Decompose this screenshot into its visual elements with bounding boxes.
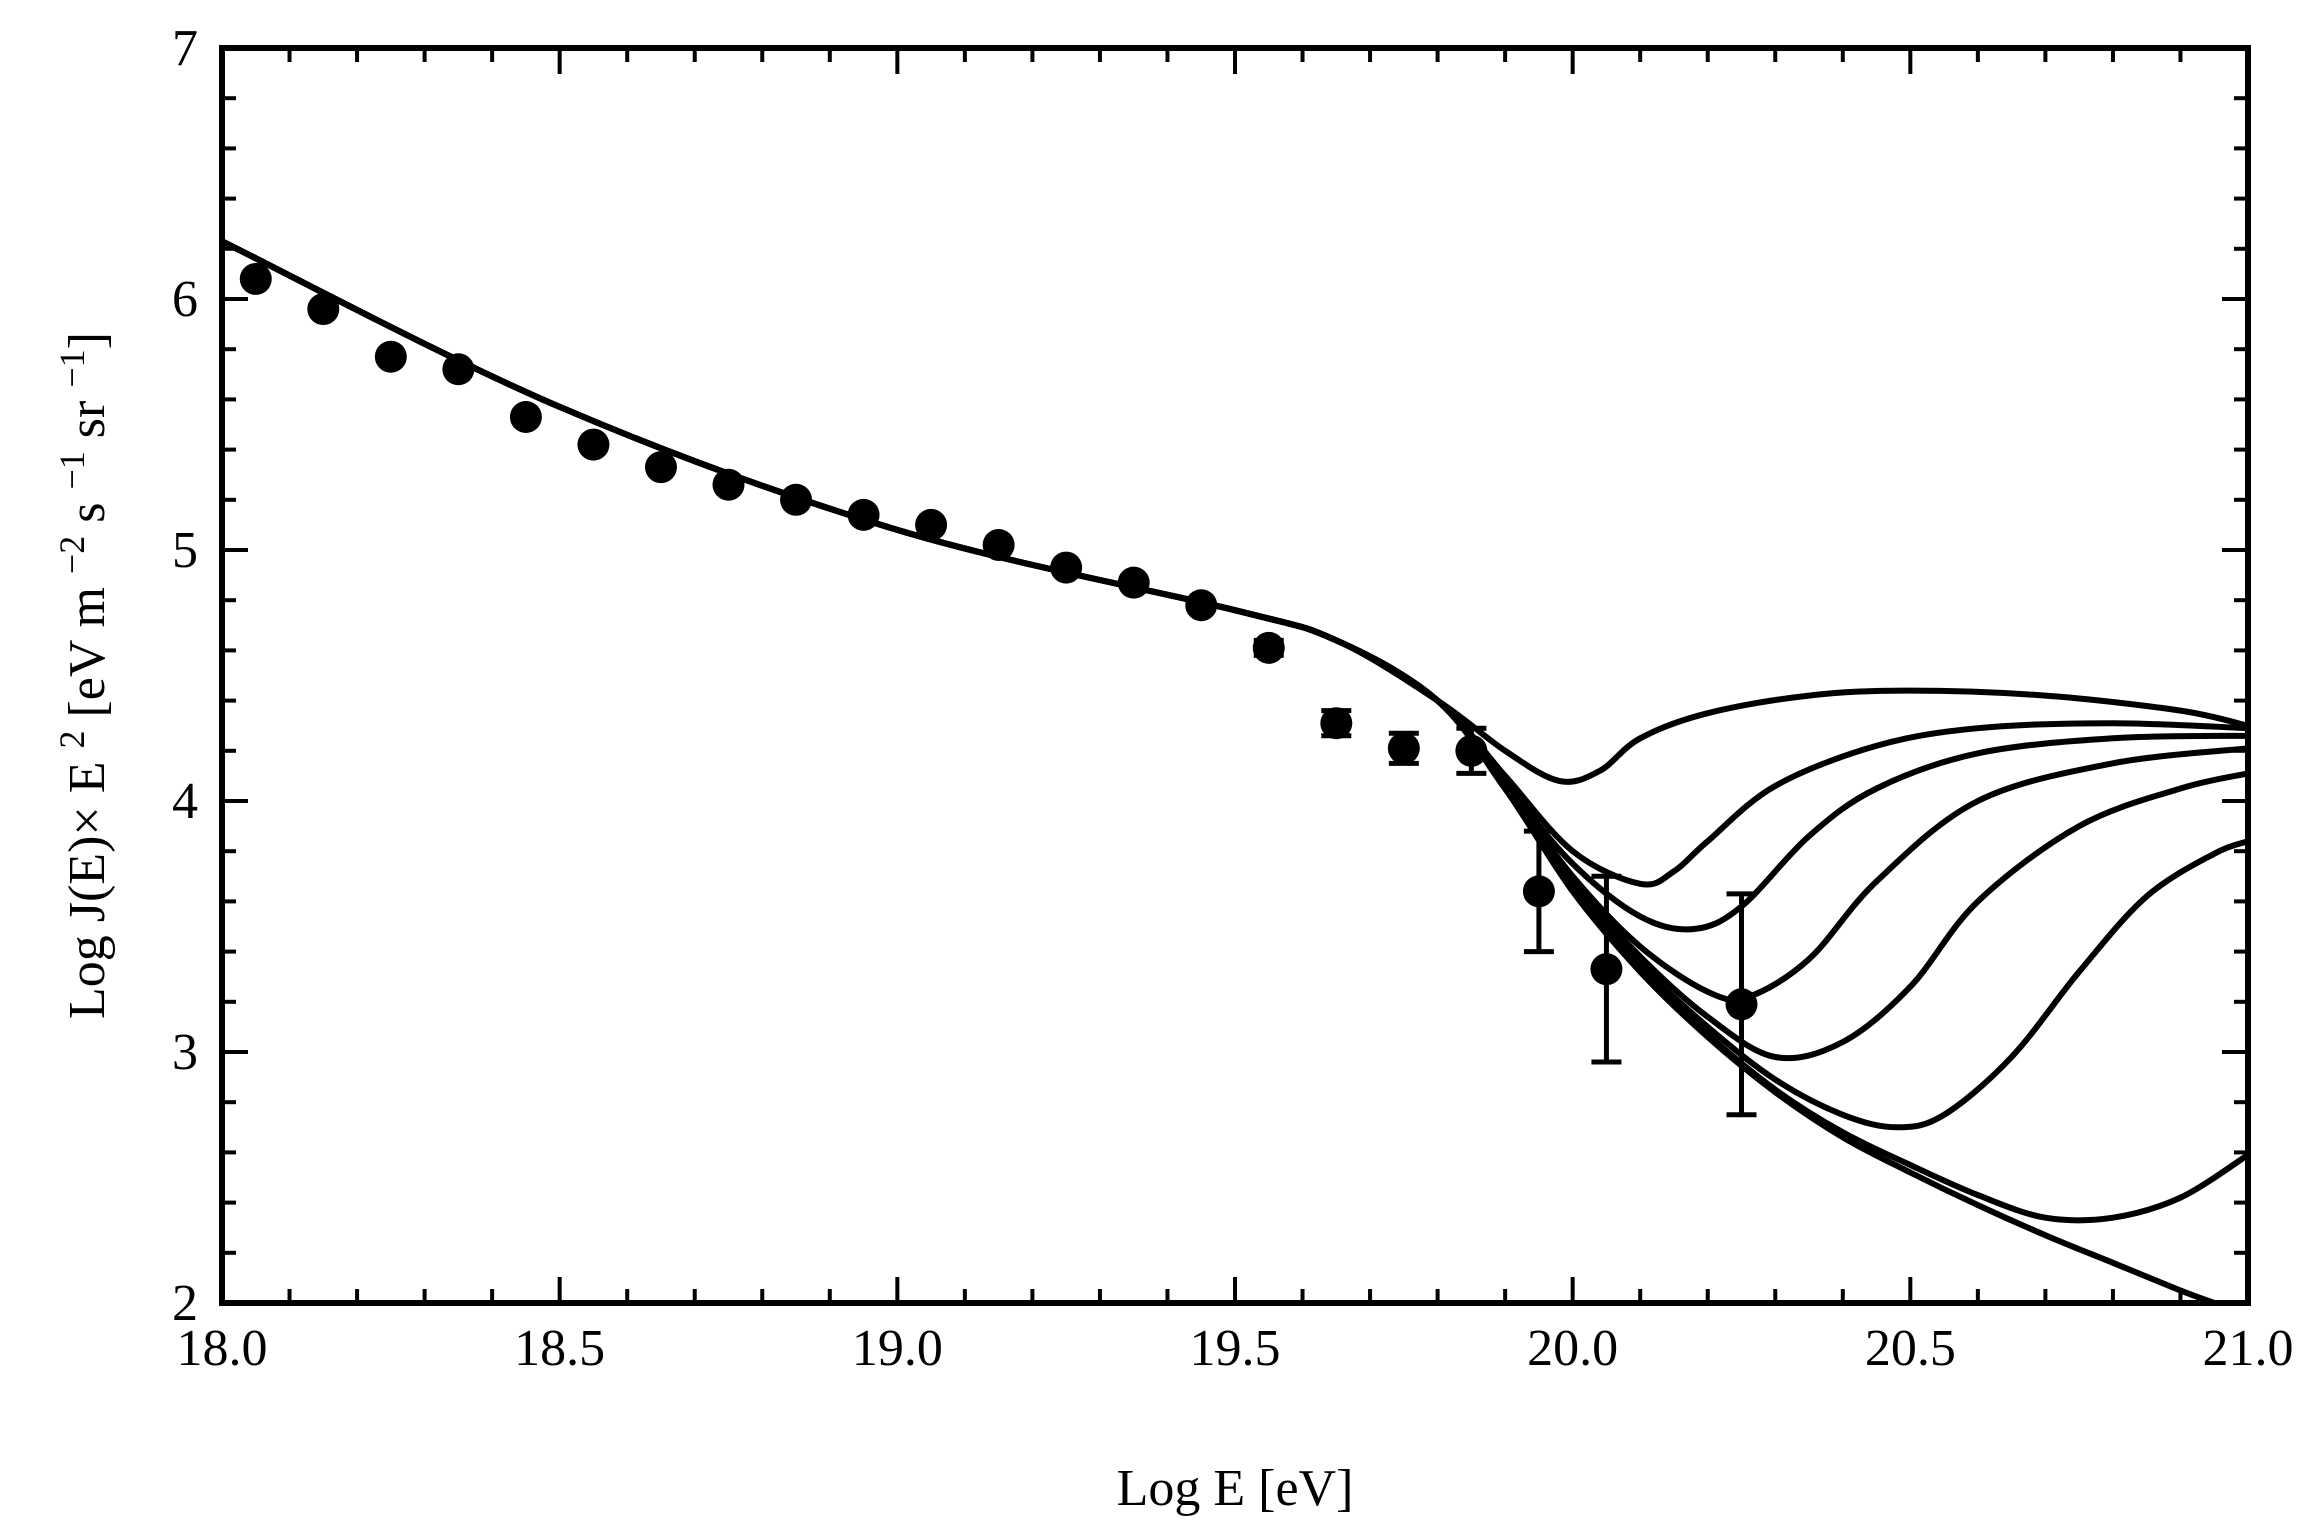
- data-point: [1387, 732, 1420, 765]
- x-tick-label: 21.0: [2203, 1320, 2294, 1377]
- y-axis-title-part: s: [59, 489, 116, 535]
- data-point: [374, 340, 407, 373]
- y-axis-title-sup: 2: [52, 731, 92, 749]
- data-point: [1252, 631, 1285, 664]
- data-point: [307, 293, 340, 326]
- data-point: [780, 483, 813, 516]
- data-point: [577, 428, 610, 461]
- tick-labels: 18.0 18.5 19.0 19.5 20.0 20.5 21.0 2 3 4 5 6 7: [172, 20, 2294, 1377]
- x-tick-label: 18.5: [514, 1320, 605, 1377]
- x-tick-label: 18.0: [177, 1320, 268, 1377]
- y-tick-label: 5: [172, 522, 198, 579]
- y-tick-label: 4: [172, 773, 198, 830]
- data-point: [915, 508, 948, 541]
- x-tick-label: 19.5: [1190, 1320, 1281, 1377]
- plot-frame: [219, 45, 2251, 1306]
- y-tick-label: 3: [172, 1024, 198, 1081]
- data-point: [1522, 875, 1555, 908]
- y-axis-title: Log J(E)× E 2 [eV m −2 s −1 sr −1]: [52, 332, 116, 1019]
- data-point: [442, 353, 475, 386]
- model-curve-8: [222, 238, 2216, 1303]
- x-axis-title: Log E [eV]: [1117, 1460, 1354, 1517]
- y-axis-title-part: sr: [59, 388, 116, 452]
- data-point: [1320, 707, 1353, 740]
- data-points-layer: [239, 262, 1758, 1118]
- y-axis-title-part: Log J(E)× E: [59, 749, 116, 1020]
- y-axis-title-part: [eV m: [59, 574, 116, 730]
- x-tick-label: 20.0: [1527, 1320, 1618, 1377]
- y-tick-label: 6: [172, 271, 198, 328]
- data-point: [509, 400, 542, 433]
- data-point: [1590, 953, 1623, 986]
- data-point: [982, 528, 1015, 561]
- data-point: [847, 498, 880, 531]
- data-point: [239, 262, 272, 295]
- data-point: [1050, 551, 1083, 584]
- y-tick-label: 2: [172, 1275, 198, 1332]
- y-axis-title-part: ]: [59, 332, 116, 349]
- y-axis-title-sup: −2: [52, 536, 92, 574]
- data-point: [1117, 566, 1150, 599]
- data-point: [1725, 988, 1758, 1021]
- y-axis-title-sup: −1: [52, 451, 92, 489]
- x-tick-label: 20.5: [1865, 1320, 1956, 1377]
- y-tick-label: 7: [172, 20, 198, 77]
- data-point: [1185, 589, 1218, 622]
- data-point: [712, 468, 745, 501]
- data-point: [1455, 734, 1488, 767]
- data-point: [644, 451, 677, 484]
- x-tick-label: 19.0: [852, 1320, 943, 1377]
- y-axis-title-sup: −1: [52, 349, 92, 387]
